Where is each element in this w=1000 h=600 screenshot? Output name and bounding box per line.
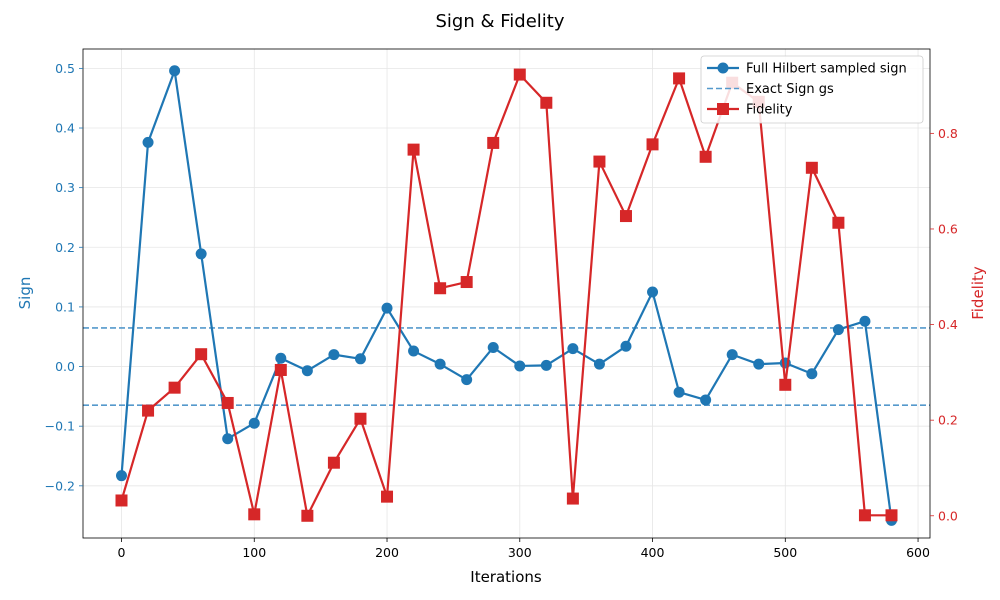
legend-label: Exact Sign gs [746,82,834,97]
sign-point [381,302,393,314]
sign-point [434,358,446,370]
y-right-tick-label: 0.6 [938,221,958,236]
y-right-tick-label: 0.0 [938,508,958,523]
reference-lines [83,327,930,406]
x-axis-title: Iterations [470,568,542,586]
fidelity-point [699,150,712,163]
fidelity-point [115,494,128,507]
y-axis-right-title: Fidelity [969,266,987,320]
fidelity-point [566,492,579,505]
series-layer [115,65,898,526]
x-tick-label: 300 [508,545,532,560]
sign-point [487,341,499,353]
sign-point [647,286,659,298]
legend-label: Fidelity [746,103,793,118]
fidelity-point [487,136,500,149]
legend-box [700,55,924,124]
legend-swatch-square [717,103,729,115]
fidelity-point [513,68,526,81]
x-tick-label: 200 [375,545,399,560]
fidelity-point [221,396,234,409]
sign-point [142,136,154,148]
fidelity-point [460,276,473,289]
sign-point [328,349,340,361]
sign-point [461,374,473,386]
fidelity-point [885,509,898,522]
fidelity-point [832,216,845,229]
fidelity-point [301,509,314,522]
sign-point [116,470,127,482]
y-right-tick-label: 0.8 [938,126,958,141]
y-left-tick-label: −0.1 [45,419,75,434]
fidelity-point [619,210,632,223]
fidelity-point [142,404,155,417]
fidelity-point [540,96,553,109]
y-axis-left: −0.2 −0.1 0.0 0.1 0.2 0.3 0.4 0.5 [45,61,83,493]
y-left-tick-label: 0.4 [55,121,75,136]
sign-point [540,359,552,371]
fidelity-point [354,412,367,425]
x-axis: 0 100 200 300 400 500 600 [118,538,930,560]
sign-point [593,358,605,370]
sign-point [673,386,685,398]
sign-point [514,360,526,372]
y-left-tick-label: 0.1 [55,299,75,314]
y-left-tick-label: −0.2 [45,478,75,493]
fidelity-series-line [120,73,892,517]
y-axis-right: 0.0 0.2 0.4 0.6 0.8 [930,126,958,523]
sign-point [700,394,712,406]
y-left-tick-label: 0.3 [55,180,75,195]
sign-point [753,358,765,370]
x-tick-label: 600 [906,545,930,560]
y-right-tick-label: 0.2 [938,413,958,428]
sign-point [248,417,260,429]
sign-point [354,353,366,365]
x-tick-label: 400 [641,545,665,560]
fidelity-point [434,282,447,295]
sign-point [567,343,579,355]
sign-point [222,433,234,445]
y-left-tick-label: 0.2 [55,240,75,255]
sign-point [301,365,313,377]
x-tick-label: 0 [118,545,126,560]
y-left-tick-label: 0.0 [55,359,75,374]
fidelity-point [407,143,420,156]
x-tick-label: 500 [773,545,797,560]
fidelity-point [274,363,287,376]
sign-point [620,340,632,352]
fidelity-point [593,155,606,168]
y-right-tick-label: 0.4 [938,317,958,332]
fidelity-point [195,348,208,361]
legend-label: Full Hilbert sampled sign [746,62,907,77]
sign-point [275,352,287,364]
fidelity-point [858,509,871,522]
x-tick-label: 100 [242,545,266,560]
fidelity-point [248,508,261,521]
sign-point [408,345,420,357]
legend-swatch-circle [717,62,729,74]
fidelity-point [779,378,792,391]
y-left-tick-label: 0.5 [55,61,75,76]
fidelity-point [327,456,340,469]
y-axis-left-title: Sign [16,277,34,310]
sign-point [832,324,844,336]
sign-point [169,65,181,77]
legend: Full Hilbert sampled sign Exact Sign gs Fi… [700,55,924,124]
sign-point [859,315,871,327]
fidelity-point [673,72,686,85]
plot-frame [82,48,931,539]
fidelity-point [805,161,818,174]
fidelity-point [646,138,659,151]
sign-point [726,349,738,361]
fidelity-point [168,381,181,394]
sign-point [806,368,818,380]
sign-point [195,248,207,260]
fidelity-point [381,490,394,503]
chart-title: Sign & Fidelity [436,11,565,32]
